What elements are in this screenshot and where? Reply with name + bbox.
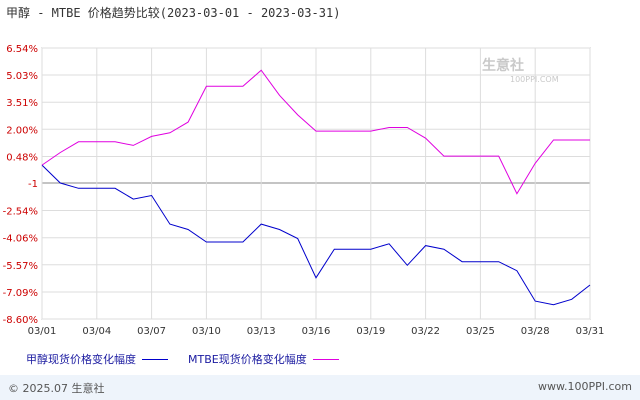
x-tick-label: 03/07 (137, 326, 166, 337)
y-tick-label: -1 (28, 179, 38, 190)
x-tick-label: 03/04 (82, 326, 111, 337)
footer-site-link[interactable]: www.100PPI.com (538, 380, 632, 393)
x-tick-label: 03/22 (411, 326, 440, 337)
legend-label-series2: MTBE现货价格变化幅度 (188, 353, 307, 366)
series-layer (41, 69, 591, 306)
y-tick-label: -7.09% (3, 288, 38, 299)
chart-title: 甲醇 - MTBE 价格趋势比较(2023-03-01 - 2023-03-31… (6, 6, 341, 20)
line-chart: 6.54% 5.03% 3.51% 2.00% 0.48% -1 -2.54% -4.06% -… (3, 44, 605, 337)
x-tick-label: 03/31 (576, 326, 605, 337)
x-tick-label: 03/13 (247, 326, 276, 337)
footer-bar: © 2025.07 生意社 www.100PPI.com (0, 375, 640, 400)
series-line-2 (41, 69, 590, 195)
x-tick-label: 03/01 (28, 326, 57, 337)
y-tick-label: 6.54% (6, 44, 38, 55)
legend-swatch-series2 (312, 358, 339, 360)
x-tick-label: 03/28 (521, 326, 550, 337)
y-tick-label: -4.06% (3, 234, 38, 245)
y-tick-label: 3.51% (6, 98, 38, 109)
y-tick-label: 2.00% (6, 125, 38, 136)
legend-label-series1: 甲醇现货价格变化幅度 (26, 353, 136, 366)
legend-swatch-series1 (142, 358, 168, 360)
x-tick-label: 03/25 (466, 326, 495, 337)
y-tick-label: 5.03% (6, 71, 38, 82)
watermark-logo: 生意社 100PPI.COM (482, 55, 559, 84)
chart-legend: 甲醇现货价格变化幅度 MTBE现货价格变化幅度 (26, 351, 359, 367)
x-tick-label: 03/19 (356, 326, 385, 337)
series-line-1 (41, 164, 591, 306)
x-tick-label: 03/16 (302, 326, 331, 337)
axis-layer: 6.54% 5.03% 3.51% 2.00% 0.48% -1 -2.54% -4.06% -… (3, 44, 605, 337)
grid-layer (41, 47, 591, 320)
y-tick-label: -8.60% (3, 315, 38, 326)
y-tick-label: -5.57% (3, 261, 38, 272)
y-tick-label: 0.48% (6, 152, 38, 163)
footer-copyright: © 2025.07 生意社 (8, 382, 105, 395)
watermark-url: 100PPI.COM (510, 75, 559, 84)
y-tick-label: -2.54% (3, 207, 38, 218)
x-tick-label: 03/10 (192, 326, 221, 337)
watermark-brand: 生意社 (482, 58, 524, 74)
